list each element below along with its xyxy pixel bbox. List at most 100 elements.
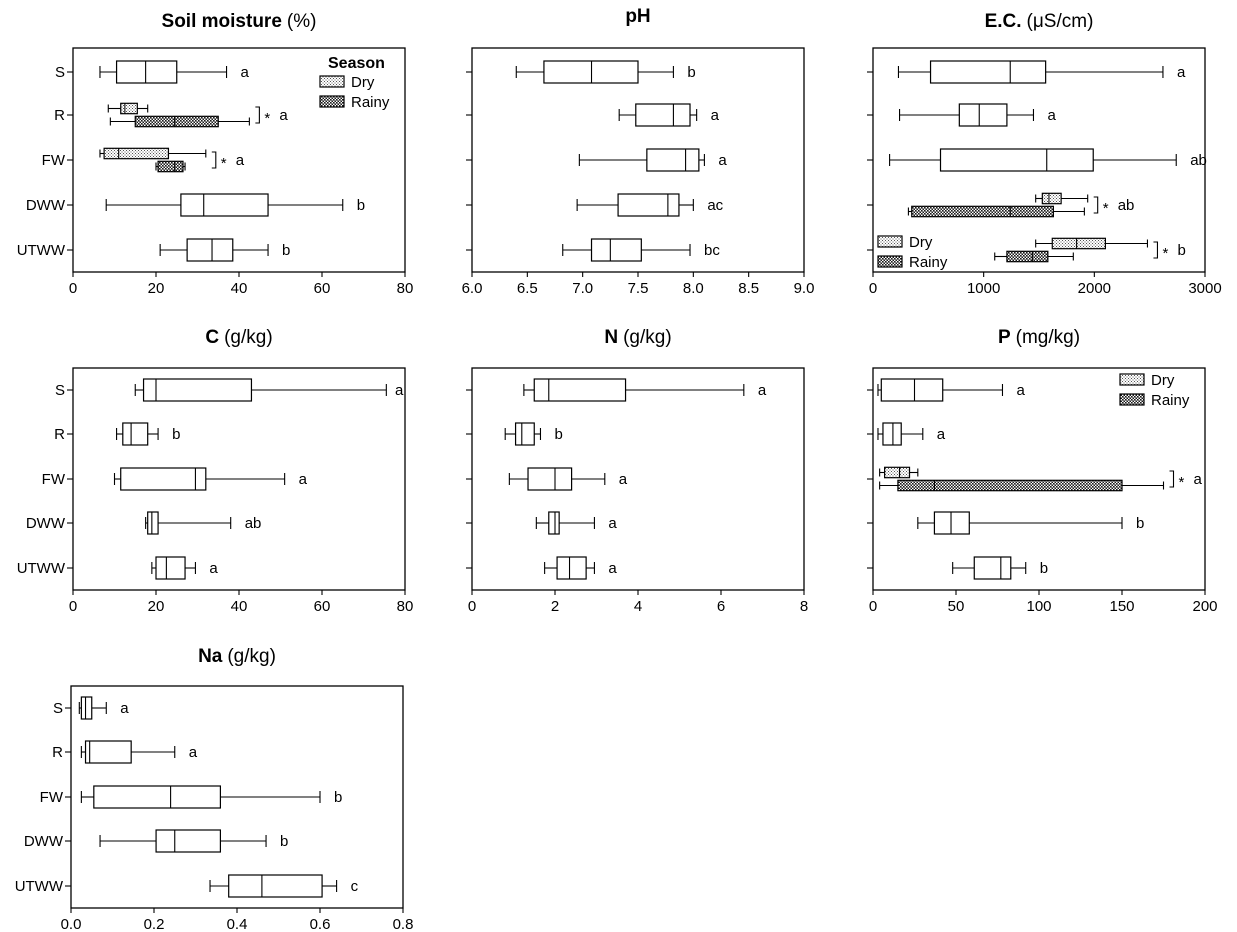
- group-letter: a: [395, 382, 404, 399]
- x-tick-label: 100: [1026, 598, 1051, 615]
- box-rainy: [907, 205, 1085, 218]
- x-tick-label: 50: [948, 598, 965, 615]
- x-tick-label: 0.2: [144, 916, 165, 932]
- x-tick-label: 0.6: [310, 916, 331, 932]
- x-tick-label: 20: [148, 280, 165, 297]
- x-tick-label: 150: [1109, 598, 1134, 615]
- legend-label: Rainy: [909, 254, 948, 271]
- iqr-box: [122, 422, 149, 446]
- iqr-box: [1051, 237, 1107, 250]
- x-tick-label: 3000: [1188, 280, 1221, 297]
- box-plain: [159, 238, 269, 262]
- panel-title: P (mg/kg): [998, 327, 1080, 348]
- group-letter: a: [608, 560, 617, 577]
- box-plain: [504, 422, 542, 446]
- group-letter: b: [1040, 560, 1048, 577]
- panel-3: C (g/kg) 0 20 40 60 80 S a R b FW a DWW ab UTWW a: [17, 327, 414, 615]
- box-plain: [116, 422, 159, 446]
- category-label: FW: [42, 471, 66, 488]
- x-tick-label: 80: [397, 598, 414, 615]
- legend-label: Rainy: [351, 94, 390, 111]
- iqr-box: [884, 466, 911, 479]
- box-plain: [618, 103, 698, 127]
- group-letter: a: [758, 382, 767, 399]
- significance-star: *: [1179, 474, 1185, 491]
- box-dry: [1035, 237, 1149, 250]
- iqr-box: [556, 556, 587, 580]
- iqr-box: [1041, 192, 1062, 205]
- box-plain: [134, 378, 387, 402]
- significance-star: *: [221, 155, 227, 172]
- group-letter: b: [172, 426, 180, 443]
- group-letter: b: [1136, 515, 1144, 532]
- box-plain: [889, 148, 1177, 172]
- x-tick-label: 0: [468, 598, 476, 615]
- group-letter: a: [241, 64, 250, 81]
- panel-1: pH 6.0 6.5 7.0 7.5 8.0 8.5 9.0 b a a ac bc: [462, 6, 815, 297]
- group-letter: a: [279, 107, 288, 124]
- box-plain: [78, 696, 107, 720]
- iqr-box: [880, 378, 944, 402]
- group-letter: a: [937, 426, 946, 443]
- panel-title: pH: [625, 6, 650, 27]
- box-plain: [578, 148, 705, 172]
- group-letter: b: [1177, 242, 1185, 259]
- panel-6: Na (g/kg) 0.0 0.2 0.4 0.6 0.8 S a R a FW b DWW b UTWW c: [15, 646, 414, 932]
- x-tick-label: 200: [1192, 598, 1217, 615]
- iqr-box: [157, 160, 184, 173]
- significance-bracket: [255, 106, 260, 124]
- box-plain: [99, 60, 228, 84]
- title-unit: (%): [287, 11, 317, 32]
- category-label: R: [54, 107, 65, 124]
- x-tick-label: 0.0: [61, 916, 82, 932]
- title-variable: Soil moisture: [162, 11, 282, 32]
- group-letter: ac: [707, 197, 723, 214]
- iqr-box: [228, 874, 323, 898]
- iqr-box: [958, 103, 1008, 127]
- legend-label: Dry: [909, 234, 933, 251]
- group-letter: a: [1177, 64, 1186, 81]
- box-dry: [99, 147, 207, 160]
- iqr-box: [933, 511, 970, 535]
- iqr-box: [80, 696, 93, 720]
- iqr-box: [533, 378, 627, 402]
- iqr-box: [527, 467, 573, 491]
- panel-title: Na (g/kg): [198, 646, 276, 667]
- x-tick-label: 0.8: [393, 916, 414, 932]
- panel-title: C (g/kg): [205, 327, 272, 348]
- box-plain: [952, 556, 1027, 580]
- group-letter: a: [619, 471, 628, 488]
- iqr-box: [84, 740, 132, 764]
- box-plain: [562, 238, 691, 262]
- box-rainy: [155, 160, 186, 173]
- iqr-box: [120, 102, 138, 115]
- category-label: UTWW: [15, 878, 64, 895]
- title-variable: N: [604, 327, 618, 348]
- iqr-box: [186, 238, 234, 262]
- panel-title: N (g/kg): [604, 327, 671, 348]
- title-unit: (mg/kg): [1016, 327, 1080, 348]
- box-plain: [508, 467, 606, 491]
- category-label: R: [54, 426, 65, 443]
- iqr-box: [939, 148, 1094, 172]
- group-letter: a: [711, 107, 720, 124]
- category-label: R: [52, 744, 63, 761]
- title-variable: E.C.: [985, 11, 1022, 32]
- x-tick-label: 0: [69, 598, 77, 615]
- legend-swatch: [319, 75, 345, 88]
- box-plain: [535, 511, 595, 535]
- iqr-box: [929, 60, 1047, 84]
- iqr-box: [646, 148, 700, 172]
- legend: Season Dry Rainy: [319, 55, 390, 111]
- category-label: S: [53, 700, 63, 717]
- iqr-box: [617, 193, 680, 217]
- x-tick-label: 80: [397, 280, 414, 297]
- box-plain: [544, 556, 595, 580]
- box-rainy: [879, 479, 1165, 492]
- category-label: UTWW: [17, 242, 66, 259]
- legend-label: Dry: [1151, 372, 1175, 389]
- x-tick-label: 7.0: [572, 280, 593, 297]
- box-plain: [151, 556, 196, 580]
- group-letter: a: [236, 152, 245, 169]
- legend-swatch: [1119, 373, 1145, 386]
